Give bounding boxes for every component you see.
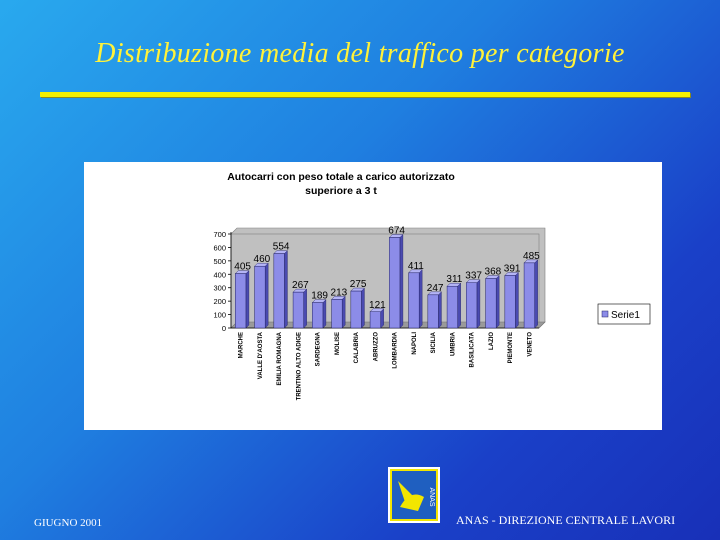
x-category-label: CALABRIA [354,331,360,363]
x-category-label: UMBRIA [450,331,456,356]
x-category-label: SICILIA [431,331,437,353]
bar-side [361,287,365,329]
bar [389,237,401,329]
chart-panel: Autocarri con peso totale a carico autor… [84,162,662,430]
x-category-label: PIEMONTE [508,332,514,363]
x-category-label: EMILIA ROMAGNA [277,331,283,385]
legend-box [597,303,651,325]
footer-organization: ANAS - DIREZIONE CENTRALE LAVORI [456,513,676,527]
bar-value-label: 485 [523,251,540,262]
x-category-label: TRENTINO ALTO ADIGE [296,332,302,400]
bar-side [284,250,288,329]
x-category-label: MARCHE [239,332,245,358]
legend-label: Serie1 [611,310,640,321]
y-tick-label: 500 [213,257,226,266]
x-category-label: MOLISE [335,332,341,355]
bar [446,285,458,329]
x-category-label: VALLE D'AOSTA [258,331,264,379]
bar [331,299,343,329]
bar [273,253,285,329]
bar-side [341,295,346,329]
x-category-label: SARDEGNA [316,331,322,366]
bar [523,262,535,329]
bar [312,302,324,329]
anas-logo: ANAS [388,467,440,523]
bar-side [457,282,461,329]
bar-side [380,308,384,329]
bar-chart: Autocarri con peso totale a carico autor… [213,171,651,400]
x-category-label: BASILICATA [470,331,476,367]
bar-value-label: 368 [485,267,502,278]
bar-value-label: 554 [273,242,290,253]
bar-side [303,288,307,329]
x-category-label: ABRUZZO [373,332,379,362]
bar-side [495,275,500,329]
bar-value-label: 213 [331,287,348,298]
bar-value-label: 275 [350,279,367,290]
bar-value-label: 391 [504,263,521,274]
bar-side [418,269,423,329]
bar-value-label: 121 [369,300,386,311]
chart-title-line: Autocarri con peso totale a carico autor… [227,171,455,183]
legend-swatch [601,310,609,318]
bar-value-label: 247 [427,283,444,294]
bar-side [399,234,404,329]
bar [235,273,247,329]
bar-value-label: 460 [254,254,271,265]
x-category-label: VENETO [527,332,533,357]
bar-side [245,270,250,329]
x-category-label: NAPOLI [412,332,418,355]
bar [408,272,420,329]
bar-value-label: 267 [292,280,309,291]
bar-value-label: 189 [311,291,328,302]
bar-side [438,291,442,329]
logo-lettering: ANAS [428,487,435,506]
x-category-label: LOMBARDIA [393,331,399,368]
y-tick-label: 700 [213,230,226,239]
title-underline [40,92,690,97]
bar [350,290,362,329]
x-category-label: LAZIO [489,332,495,350]
bar [369,311,381,329]
bar [292,291,304,329]
bar-side [534,259,538,329]
bar [427,294,439,329]
bar-side [476,279,481,329]
y-tick-label: 300 [213,284,226,293]
y-tick-label: 600 [213,243,226,252]
bar [485,278,497,329]
bar-side [322,299,327,329]
y-tick-label: 400 [213,270,226,279]
bar-value-label: 337 [465,271,482,282]
bar [504,275,516,329]
chart-title-line: superiore a 3 t [305,185,377,197]
bar-value-label: 405 [234,262,251,273]
bar [466,282,478,329]
y-tick-label: 100 [213,311,226,320]
bar-side [515,272,519,329]
slide-title: Distribuzione media del traffico per cat… [95,38,625,69]
y-tick-label: 200 [213,297,226,306]
bar-value-label: 311 [446,274,462,285]
y-tick-label: 0 [222,324,226,333]
bar-value-label: 411 [408,261,424,272]
footer-date: GIUGNO 2001 [34,517,103,529]
bar-value-label: 674 [388,225,405,236]
bar-side [264,262,269,329]
bar [254,265,266,329]
